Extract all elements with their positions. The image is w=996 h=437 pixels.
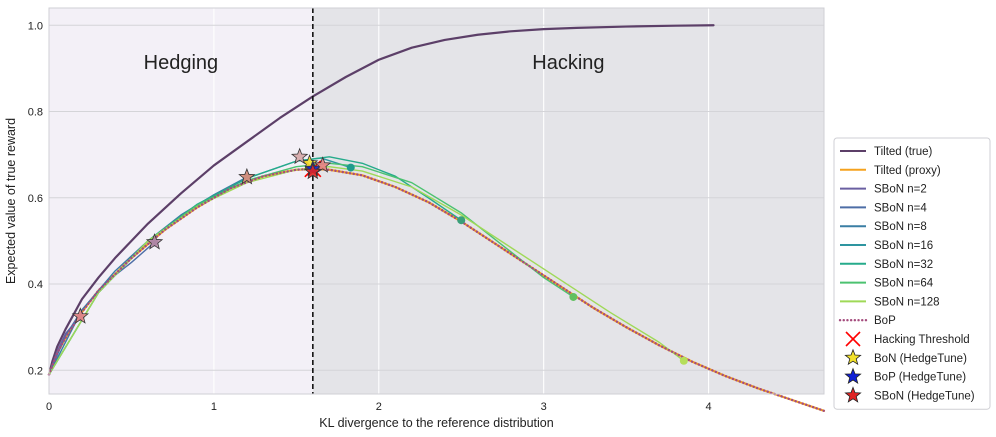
- legend-item-bop: BoP: [838, 315, 896, 327]
- legend-label: SBoN n=16: [874, 240, 933, 252]
- legend-item-tilted-proxy: Tilted (proxy): [840, 165, 941, 177]
- y-tick-label: 0.8: [28, 107, 43, 119]
- legend-item-tilted-true: Tilted (true): [840, 146, 933, 158]
- endpoint-sbon-n-128: [679, 356, 688, 365]
- star-sbon-hedgetune: [290, 147, 309, 165]
- series-line-tilted-true: [47, 24, 715, 376]
- marker-layer: [71, 147, 688, 365]
- legend: Tilted (true) Tilted (proxy) SBoN n=2 SBoN …: [833, 137, 991, 410]
- endpoint-sbon-n-32: [457, 216, 466, 225]
- endpoint-sbon-n-64: [569, 292, 578, 301]
- series-line-bop: [47, 167, 826, 413]
- star-sbon-hedgetune: [314, 156, 332, 173]
- legend-item-sbon-n-128: SBoN n=128: [840, 296, 940, 308]
- x-tick-label: 3: [541, 401, 547, 413]
- y-tick-label: 0.6: [28, 193, 43, 205]
- plot-frame: [48, 7, 825, 395]
- legend-box: [833, 137, 991, 410]
- legend-item-sbon-n-32: SBoN n=32: [840, 259, 933, 271]
- legend-label: BoN (HedgeTune): [874, 353, 967, 365]
- legend-label: Tilted (true): [874, 146, 933, 158]
- legend-label: SBoN n=32: [874, 259, 933, 271]
- legend-label: SBoN (HedgeTune): [874, 390, 975, 402]
- endpoint-sbon-n-16: [346, 163, 355, 172]
- legend-label: Tilted (proxy): [874, 165, 941, 177]
- legend-item-sbon-n-8: SBoN n=8: [840, 221, 927, 233]
- legend-label: SBoN n=2: [874, 184, 927, 196]
- legend-item-sbon-n-16: SBoN n=16: [840, 240, 933, 252]
- region-label-hedging: Hedging: [144, 52, 219, 74]
- x-tick-label: 2: [376, 401, 382, 413]
- star-sbon-hedgetune: [71, 307, 90, 324]
- x-axis-label: KL divergence to the reference distribut…: [319, 416, 553, 430]
- region-label-hacking: Hacking: [532, 52, 604, 74]
- star-sbon-hedgetune: [145, 233, 164, 250]
- legend-item-bon-hedgetune: BoN (HedgeTune): [844, 348, 967, 366]
- legend-item-sbon-n-64: SBoN n=64: [840, 278, 934, 290]
- legend-label: SBoN n=8: [874, 221, 927, 233]
- legend-label: SBoN n=64: [874, 278, 934, 290]
- y-tick-label: 0.4: [28, 279, 43, 291]
- legend-label: Hacking Threshold: [874, 334, 970, 346]
- axes: 0 1 2 3 4 0.2 0.4 0.6 0.8 1.0: [28, 7, 825, 413]
- x-tick-label: 0: [46, 401, 52, 413]
- star-sbon-hedgetune: [238, 167, 256, 185]
- legend-swatch: [845, 331, 861, 347]
- x-tick-label: 1: [211, 401, 217, 413]
- x-tick-label: 4: [706, 401, 712, 413]
- legend-swatch: [844, 348, 862, 366]
- legend-item-sbon-hedgetune: SBoN (HedgeTune): [844, 386, 975, 403]
- region-hedging: [49, 8, 313, 394]
- y-tick-label: 0.2: [28, 365, 43, 377]
- legend-item-sbon-n-2: SBoN n=2: [840, 184, 927, 196]
- legend-swatch: [844, 367, 862, 384]
- legend-item-hacking-threshold: Hacking Threshold: [845, 331, 970, 347]
- legend-label: BoP (HedgeTune): [874, 372, 966, 384]
- region-hacking: [312, 8, 824, 394]
- legend-item-sbon-n-4: SBoN n=4: [840, 202, 927, 214]
- star-sbon-hedgetune: [304, 162, 322, 180]
- plot-background: [49, 8, 824, 394]
- legend-label: SBoN n=128: [874, 296, 940, 308]
- y-tick-label: 1.0: [28, 20, 43, 32]
- y-axis-label: Expected value of true reward: [4, 118, 18, 284]
- legend-label: SBoN n=4: [874, 202, 927, 214]
- legend-swatch: [844, 386, 862, 403]
- legend-item-bop-hedgetune: BoP (HedgeTune): [844, 367, 966, 384]
- legend-label: BoP: [874, 315, 896, 327]
